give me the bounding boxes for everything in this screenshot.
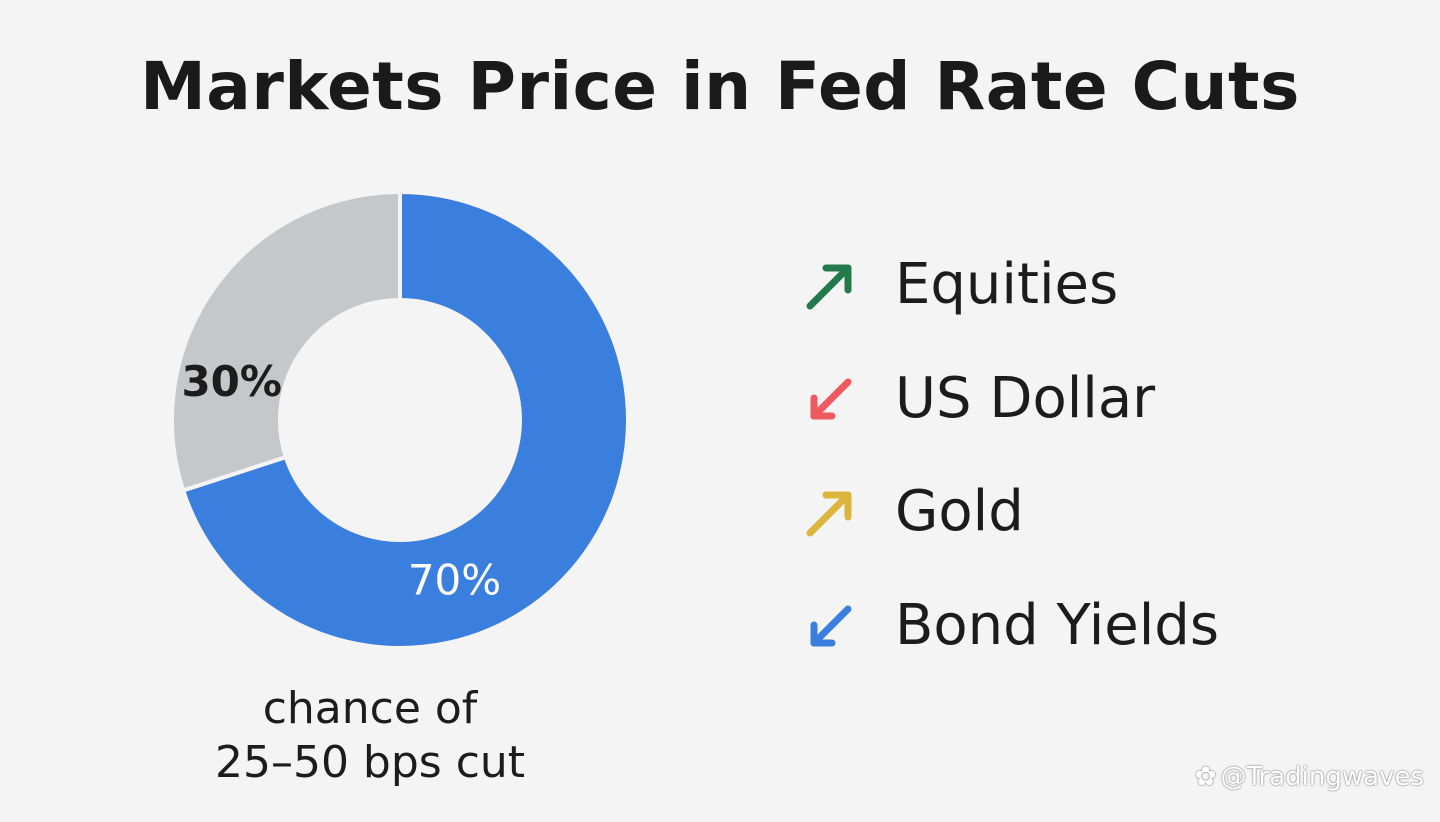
- donut-slice-70: [180, 189, 630, 650]
- arrow-head: [810, 621, 836, 647]
- arrow-head: [822, 491, 852, 521]
- donut-slice-30: [170, 189, 402, 493]
- watermark-text: @Tradingwaves: [1220, 762, 1424, 792]
- legend-item-gold: Gold: [800, 473, 1280, 553]
- chart-title: Markets Price in Fed Rate Cuts: [140, 48, 1300, 125]
- legend-item-equities: Equities: [800, 246, 1280, 326]
- arrow-down-left-icon: [810, 605, 852, 647]
- arrow-head: [822, 264, 852, 294]
- legend-label-us-dollar: US Dollar: [895, 366, 1156, 431]
- arrow-down-left-icon: [810, 378, 852, 420]
- chart-caption: chance of 25–50 bps cut: [160, 682, 580, 790]
- legend-item-us-dollar: US Dollar: [800, 360, 1280, 440]
- arrow-head: [810, 394, 836, 420]
- caption-line-2: 25–50 bps cut: [214, 737, 526, 788]
- donut-label-70: 70%: [408, 556, 501, 605]
- arrow-shaft: [810, 605, 852, 647]
- caption-line-1: chance of: [262, 683, 478, 734]
- legend-item-bond-yields: Bond Yields: [800, 587, 1280, 667]
- arrow-shaft: [810, 378, 852, 420]
- arrow-shaft: [806, 264, 852, 310]
- donut-chart: 70% 30%: [170, 189, 630, 650]
- watermark-logo-icon: ✿: [1194, 762, 1217, 792]
- arrow-up-right-icon: [806, 264, 852, 310]
- watermark: ✿ @Tradingwaves: [1195, 762, 1424, 792]
- legend-label-equities: Equities: [895, 252, 1119, 317]
- donut-label-30: 30%: [181, 357, 282, 406]
- arrow-up-right-icon: [806, 491, 852, 537]
- legend-label-bond-yields: Bond Yields: [895, 593, 1220, 658]
- arrow-shaft: [806, 491, 852, 537]
- legend-label-gold: Gold: [895, 479, 1024, 544]
